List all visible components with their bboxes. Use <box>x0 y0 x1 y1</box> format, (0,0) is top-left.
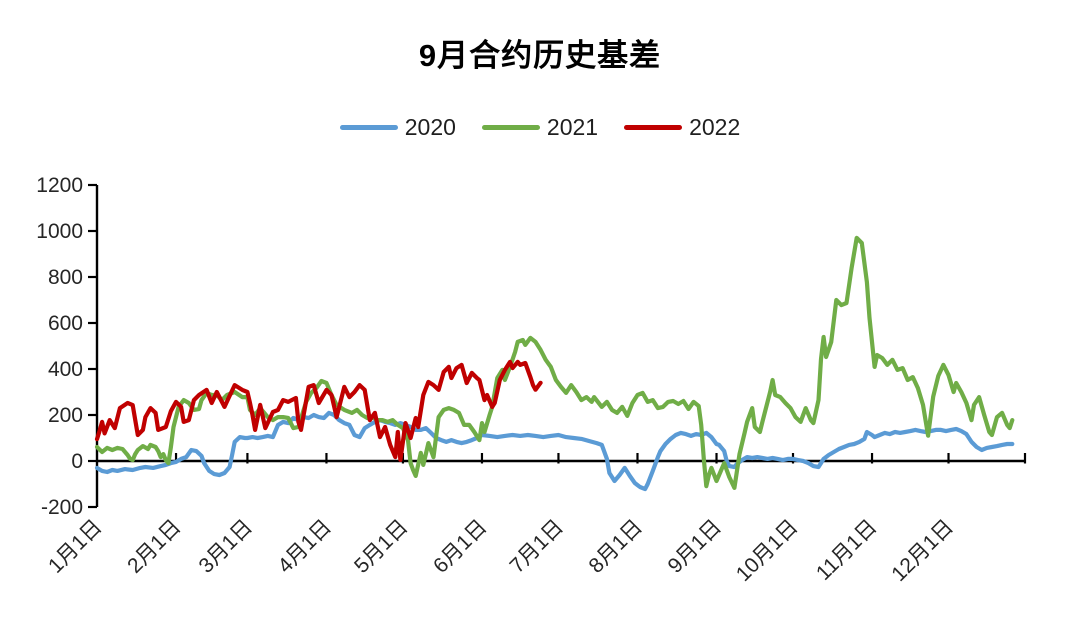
y-tick-label: 600 <box>48 312 83 335</box>
x-tick-label: 4月1日 <box>274 515 336 577</box>
x-tick-label: 3月1日 <box>194 515 256 577</box>
x-tick-label: 12月1日 <box>887 515 958 586</box>
legend-label-2022: 2022 <box>689 114 741 140</box>
legend-swatch-2022 <box>624 125 683 130</box>
y-tick-label: 1200 <box>36 174 83 197</box>
x-tick-label: 2月1日 <box>123 515 185 577</box>
x-tick-label: 6月1日 <box>429 515 491 577</box>
y-tick-label: 800 <box>48 266 83 289</box>
legend-label-2020: 2020 <box>404 114 456 140</box>
y-tick-label: -200 <box>41 496 83 519</box>
legend-item-2021: 2021 <box>481 114 599 141</box>
y-tick-label: 1000 <box>36 220 83 243</box>
y-tick-label: 200 <box>48 404 83 427</box>
y-tick-label: 0 <box>71 450 83 473</box>
legend-swatch-2020 <box>339 125 398 130</box>
y-tick-label: 400 <box>48 358 83 381</box>
x-tick-label: 1月1日 <box>44 515 106 577</box>
legend-label-2021: 2021 <box>546 114 599 140</box>
x-tick-label: 11月1日 <box>812 515 882 585</box>
x-tick-label: 9月1日 <box>664 515 726 577</box>
legend-item-2022: 2022 <box>624 114 740 141</box>
series-line-2020 <box>94 410 1015 492</box>
legend-swatch-2021 <box>481 125 540 130</box>
x-tick-label: 5月1日 <box>350 515 412 577</box>
legend-item-2020: 2020 <box>339 114 456 141</box>
legend: 2020 2021 2022 <box>0 114 1080 141</box>
x-tick-label: 7月1日 <box>506 515 568 577</box>
x-tick-label: 10月1日 <box>732 515 803 586</box>
chart-title: 9月合约历史基差 <box>418 38 662 73</box>
x-tick-label: 8月1日 <box>585 515 647 577</box>
series-line-2022 <box>94 359 543 462</box>
